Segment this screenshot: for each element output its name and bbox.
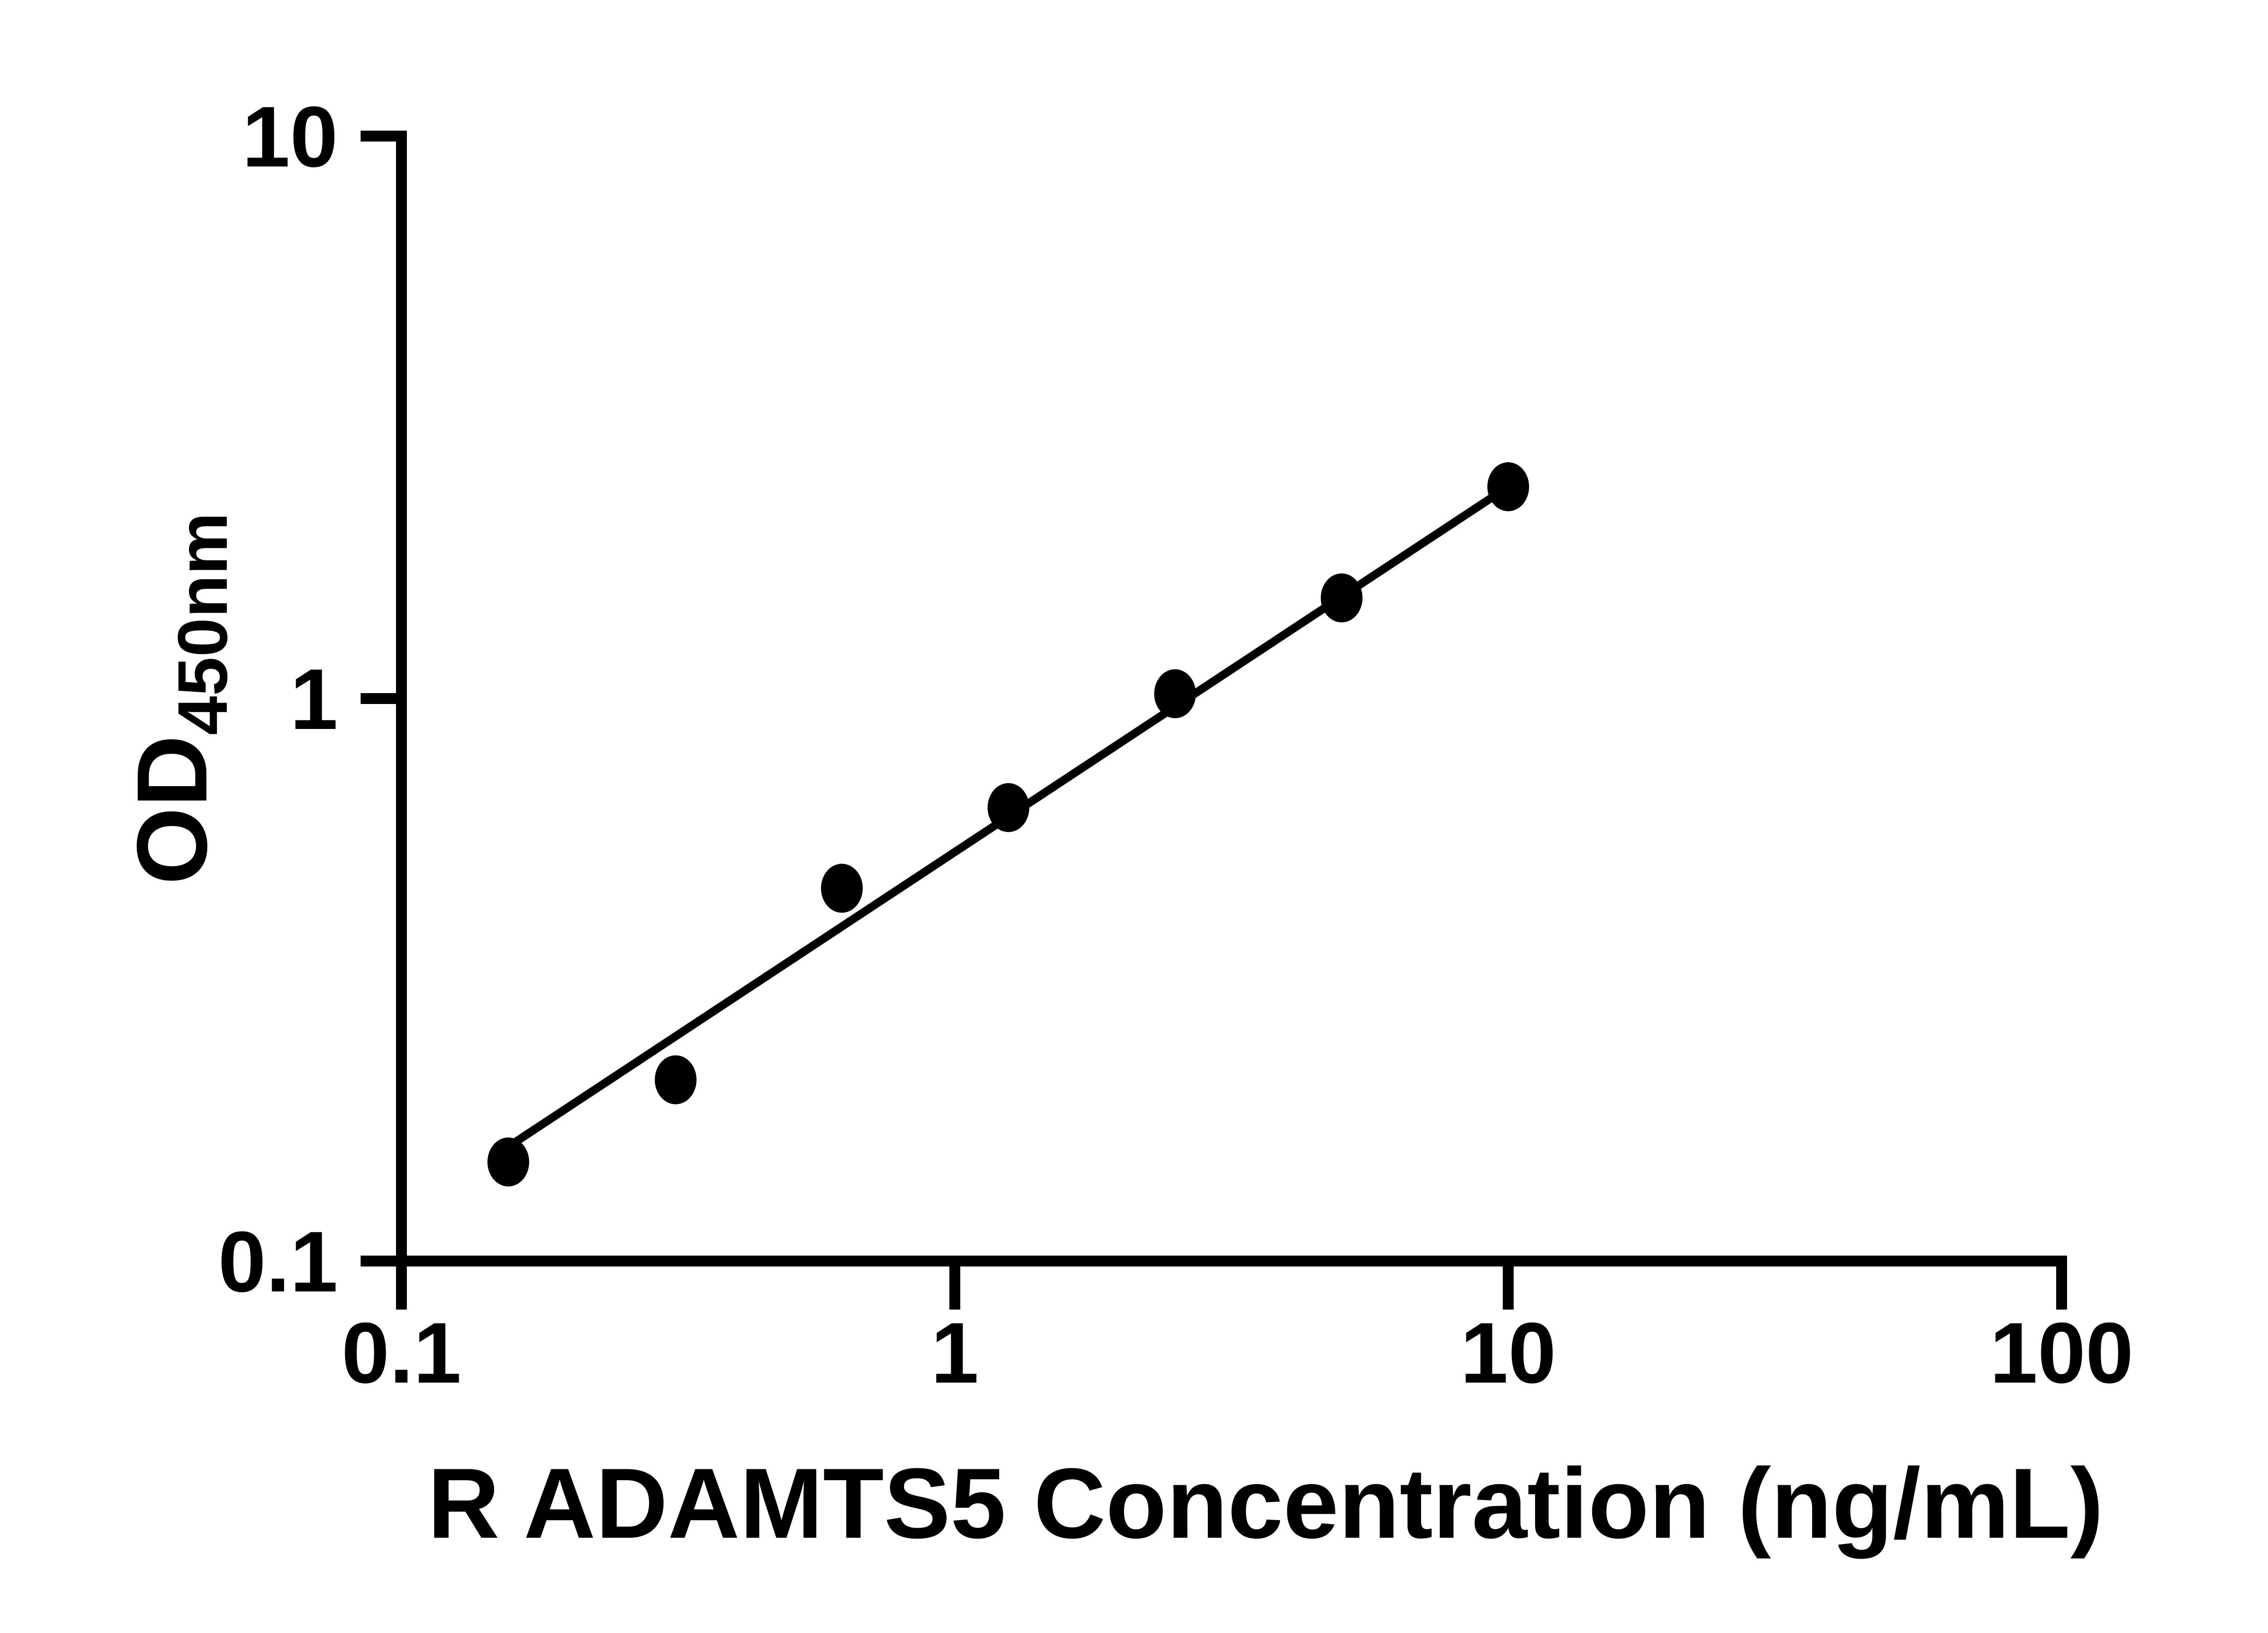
x-tick-label: 100	[1989, 1305, 2133, 1401]
y-tick-top	[361, 131, 407, 142]
y-tick-mark	[361, 693, 396, 704]
y-tick-label: 1	[290, 651, 338, 748]
data-point	[1154, 669, 1196, 719]
data-point	[821, 864, 863, 913]
data-point	[987, 783, 1030, 832]
data-points	[487, 462, 1529, 1187]
tick-labels: 0.1 1 10 100 10 1 0.1	[218, 89, 2134, 1401]
y-tick-label: 10	[242, 89, 338, 185]
y-tick-mark	[361, 1256, 396, 1266]
x-tick-label: 1	[931, 1305, 979, 1401]
x-axis-spine	[361, 1256, 2067, 1266]
y-axis-title: OD450nm	[116, 512, 242, 885]
y-tick-label: 0.1	[218, 1214, 338, 1310]
y-axis-spine	[396, 131, 407, 1306]
data-point	[655, 1055, 697, 1105]
x-tick-label: 10	[1460, 1305, 1556, 1401]
x-tick-mark	[2056, 1266, 2067, 1310]
x-tick-label: 0.1	[342, 1305, 461, 1401]
y-axis-title-main: OD	[116, 735, 228, 885]
data-point	[1487, 462, 1529, 512]
x-axis-title: R ADAMTS5 Concentration (ng/mL)	[428, 1447, 2104, 1559]
x-tick-mark	[1503, 1266, 1514, 1310]
x-tick-mark	[949, 1266, 960, 1310]
x-tick-mark	[396, 1266, 407, 1310]
y-axis-title-subscript: 450nm	[163, 512, 242, 735]
data-point	[487, 1137, 529, 1187]
data-point	[1320, 573, 1363, 623]
tick-marks	[361, 693, 2067, 1310]
